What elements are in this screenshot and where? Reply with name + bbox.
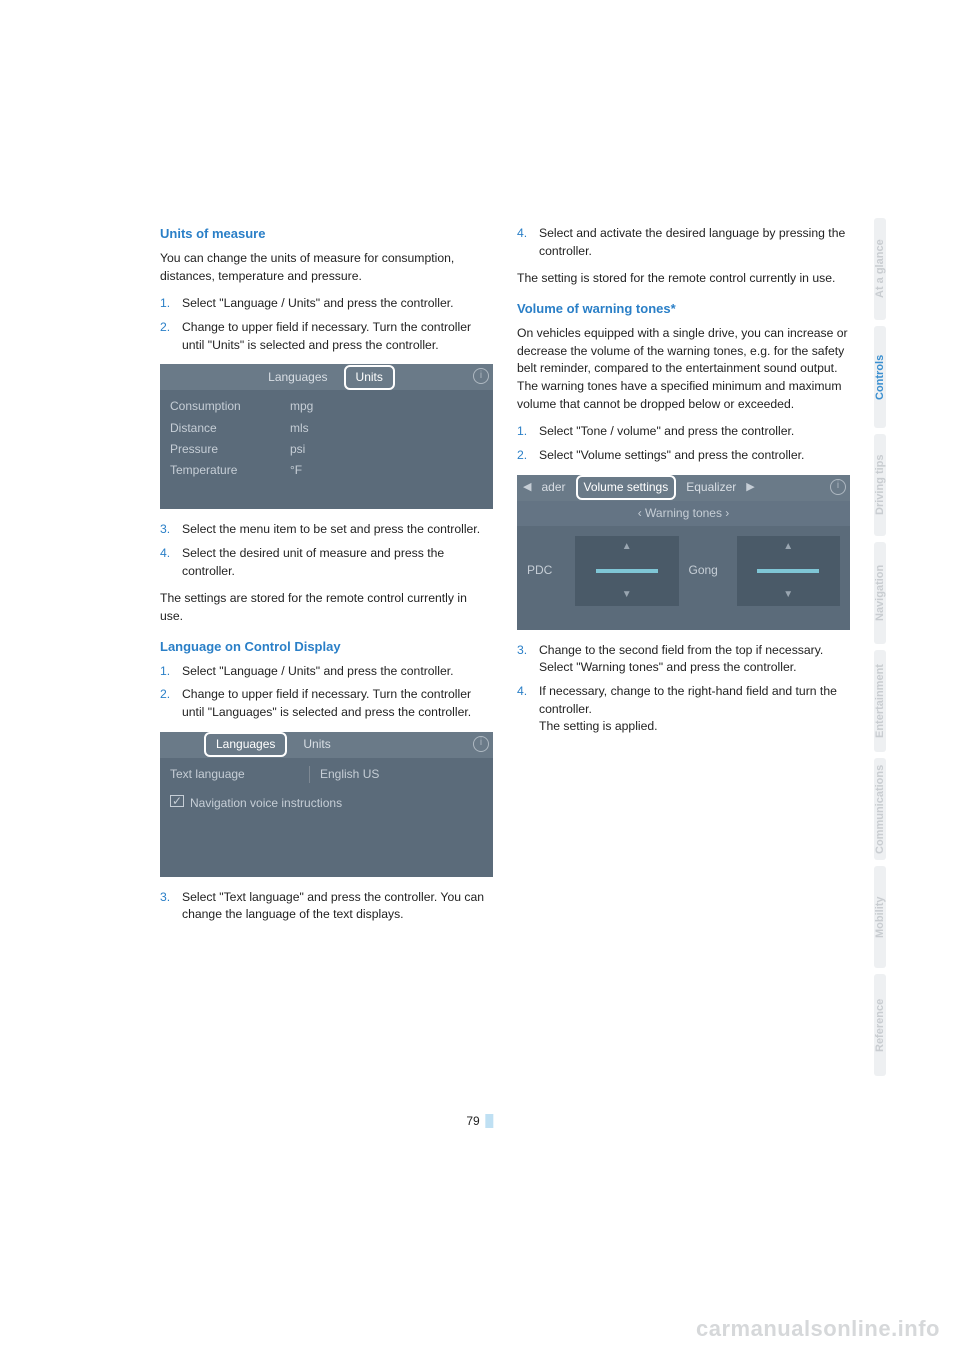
arrow-right-icon: ▶ (746, 480, 754, 496)
units-steps-b: 3.Select the menu item to be set and pre… (160, 521, 493, 580)
step-num: 1. (160, 295, 182, 313)
triangle-down-icon: ▼ (783, 588, 793, 603)
tab-units: Units (344, 365, 395, 390)
tab-equalizer: Equalizer (680, 477, 742, 498)
step-num: 2. (517, 447, 539, 465)
step-text: Change to the second field from the top … (539, 642, 850, 677)
warning-tones-row: ‹ Warning tones › (517, 501, 850, 526)
row-val: psi (290, 441, 305, 458)
sidetab-driving-tips[interactable]: Driving tips (874, 434, 886, 536)
step-text: Select the desired unit of measure and p… (182, 545, 493, 580)
step-num: 1. (160, 663, 182, 681)
row-key: Text language (170, 766, 310, 783)
step-text: Change to upper field if necessary. Turn… (182, 319, 493, 354)
sidetab-communications[interactable]: Communications (874, 758, 886, 860)
step-num: 2. (160, 319, 182, 354)
row-val: °F (290, 462, 302, 479)
side-tabs: At a glance Controls Driving tips Naviga… (874, 218, 898, 1082)
step-num: 1. (517, 423, 539, 441)
row-val: mls (290, 420, 309, 437)
language-screenshot: i Languages Units Text languageEnglish U… (160, 732, 493, 877)
triangle-down-icon: ▼ (622, 588, 632, 603)
heading-units: Units of measure (160, 225, 493, 244)
step-text: Select "Text language" and press the con… (182, 889, 493, 924)
step-text: Select "Volume settings" and press the c… (539, 447, 850, 465)
page-number: 79 (466, 1114, 493, 1128)
sidetab-controls[interactable]: Controls (874, 326, 886, 428)
row-val: English US (310, 766, 379, 783)
row-val: mpg (290, 398, 313, 415)
tab-units: Units (293, 734, 340, 755)
lang-steps-b: 3.Select "Text language" and press the c… (160, 889, 493, 924)
sidetab-navigation[interactable]: Navigation (874, 542, 886, 644)
row-key: Consumption (170, 398, 290, 415)
volume-intro: On vehicles equipped with a single drive… (517, 325, 850, 413)
heading-language: Language on Control Display (160, 638, 493, 657)
step-num: 4. (517, 683, 539, 736)
step-num: 2. (160, 686, 182, 721)
tab-fader: ader (535, 477, 571, 498)
sidetab-at-a-glance[interactable]: At a glance (874, 218, 886, 320)
volume-steps-b: 3.Change to the second field from the to… (517, 642, 850, 736)
step-text: Select "Language / Units" and press the … (182, 295, 493, 313)
tab-languages: Languages (204, 732, 287, 757)
step-text: Change to upper field if necessary. Turn… (182, 686, 493, 721)
checkbox-icon (170, 795, 184, 807)
step-text: If necessary, change to the right-hand f… (539, 683, 850, 736)
watermark: carmanualsonline.info (696, 1316, 940, 1342)
row-key: Distance (170, 420, 290, 437)
sidetab-entertainment[interactable]: Entertainment (874, 650, 886, 752)
heading-volume: Volume of warning tones* (517, 300, 850, 319)
tab-volume-settings: Volume settings (576, 475, 677, 500)
row-key: Temperature (170, 462, 290, 479)
slider-gong: ▲▼ (737, 536, 841, 606)
page-bar-icon (486, 1114, 494, 1128)
right-column: 4.Select and activate the desired langua… (517, 225, 850, 934)
arrow-left-icon: ◀ (523, 480, 531, 496)
slider-pdc: ▲▼ (575, 536, 679, 606)
units-outro: The settings are stored for the remote c… (160, 590, 493, 625)
sidetab-mobility[interactable]: Mobility (874, 866, 886, 968)
step-num: 3. (160, 889, 182, 924)
sidetab-reference[interactable]: Reference (874, 974, 886, 1076)
step-num: 4. (517, 225, 539, 260)
units-intro: You can change the units of measure for … (160, 250, 493, 285)
step-num: 4. (160, 545, 182, 580)
step-num: 3. (160, 521, 182, 539)
slider-label-gong: Gong (689, 562, 729, 579)
volume-screenshot: i ◀ ader Volume settings Equalizer ▶ ‹ W… (517, 475, 850, 630)
lang-outro: The setting is stored for the remote con… (517, 270, 850, 288)
page-number-text: 79 (466, 1114, 479, 1128)
units-steps-a: 1.Select "Language / Units" and press th… (160, 295, 493, 354)
step-text: Select "Language / Units" and press the … (182, 663, 493, 681)
row-key: Pressure (170, 441, 290, 458)
slider-label-pdc: PDC (527, 562, 567, 579)
volume-steps-a: 1.Select "Tone / volume" and press the c… (517, 423, 850, 464)
step-text: Select the menu item to be set and press… (182, 521, 493, 539)
left-column: Units of measure You can change the unit… (160, 225, 493, 934)
units-screenshot: i Languages Units Consumptionmpg Distanc… (160, 364, 493, 509)
info-icon: i (830, 479, 846, 495)
nav-instructions: Navigation voice instructions (190, 796, 342, 810)
step-num: 3. (517, 642, 539, 677)
triangle-up-icon: ▲ (622, 540, 632, 555)
step-text: Select "Tone / volume" and press the con… (539, 423, 850, 441)
triangle-up-icon: ▲ (783, 540, 793, 555)
lang-step4: 4.Select and activate the desired langua… (517, 225, 850, 260)
lang-steps-a: 1.Select "Language / Units" and press th… (160, 663, 493, 722)
tab-languages: Languages (258, 367, 337, 388)
info-icon: i (473, 736, 489, 752)
step-text: Select and activate the desired language… (539, 225, 850, 260)
